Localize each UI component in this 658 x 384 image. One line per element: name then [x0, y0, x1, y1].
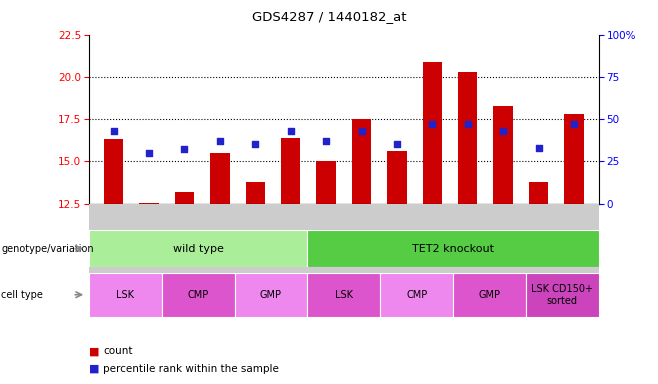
- Text: CMP: CMP: [406, 290, 427, 300]
- Point: [392, 141, 402, 147]
- Point: [321, 138, 332, 144]
- Point: [143, 150, 154, 156]
- Text: percentile rank within the sample: percentile rank within the sample: [103, 364, 279, 374]
- Text: GDS4287 / 1440182_at: GDS4287 / 1440182_at: [252, 10, 406, 23]
- Point: [534, 145, 544, 151]
- Text: ■: ■: [89, 346, 99, 356]
- Bar: [104, 139, 123, 204]
- Text: LSK CD150+
sorted: LSK CD150+ sorted: [532, 284, 594, 306]
- Text: genotype/variation: genotype/variation: [1, 243, 94, 254]
- Bar: [307, 230, 599, 267]
- Bar: [453, 273, 526, 317]
- Bar: [529, 182, 548, 204]
- Bar: [89, 230, 307, 267]
- Bar: [422, 63, 442, 204]
- Text: GMP: GMP: [260, 290, 282, 300]
- Text: LSK: LSK: [116, 290, 134, 300]
- Bar: [307, 273, 380, 317]
- Bar: [234, 273, 307, 317]
- Bar: [316, 161, 336, 204]
- Bar: [162, 273, 234, 317]
- Point: [215, 138, 225, 144]
- Bar: [380, 273, 453, 317]
- Bar: [387, 151, 407, 204]
- Point: [569, 121, 579, 127]
- Point: [463, 121, 473, 127]
- Bar: [281, 139, 301, 204]
- Text: GMP: GMP: [478, 290, 501, 300]
- Bar: [526, 273, 599, 317]
- Text: TET2 knockout: TET2 knockout: [412, 243, 494, 254]
- Bar: [245, 182, 265, 204]
- Bar: [565, 114, 584, 204]
- Bar: [352, 119, 371, 204]
- Bar: [139, 203, 159, 204]
- Text: CMP: CMP: [188, 290, 209, 300]
- Bar: [458, 72, 478, 204]
- Point: [286, 128, 296, 134]
- Point: [250, 141, 261, 147]
- Bar: [175, 192, 194, 204]
- Bar: [210, 153, 230, 204]
- Text: cell type: cell type: [1, 290, 43, 300]
- Bar: [494, 106, 513, 204]
- Point: [427, 121, 438, 127]
- Bar: [89, 273, 162, 317]
- Text: ■: ■: [89, 364, 99, 374]
- Text: count: count: [103, 346, 133, 356]
- Point: [356, 128, 367, 134]
- Point: [179, 146, 190, 152]
- Point: [498, 128, 509, 134]
- Point: [109, 128, 119, 134]
- Text: LSK: LSK: [335, 290, 353, 300]
- Text: wild type: wild type: [172, 243, 224, 254]
